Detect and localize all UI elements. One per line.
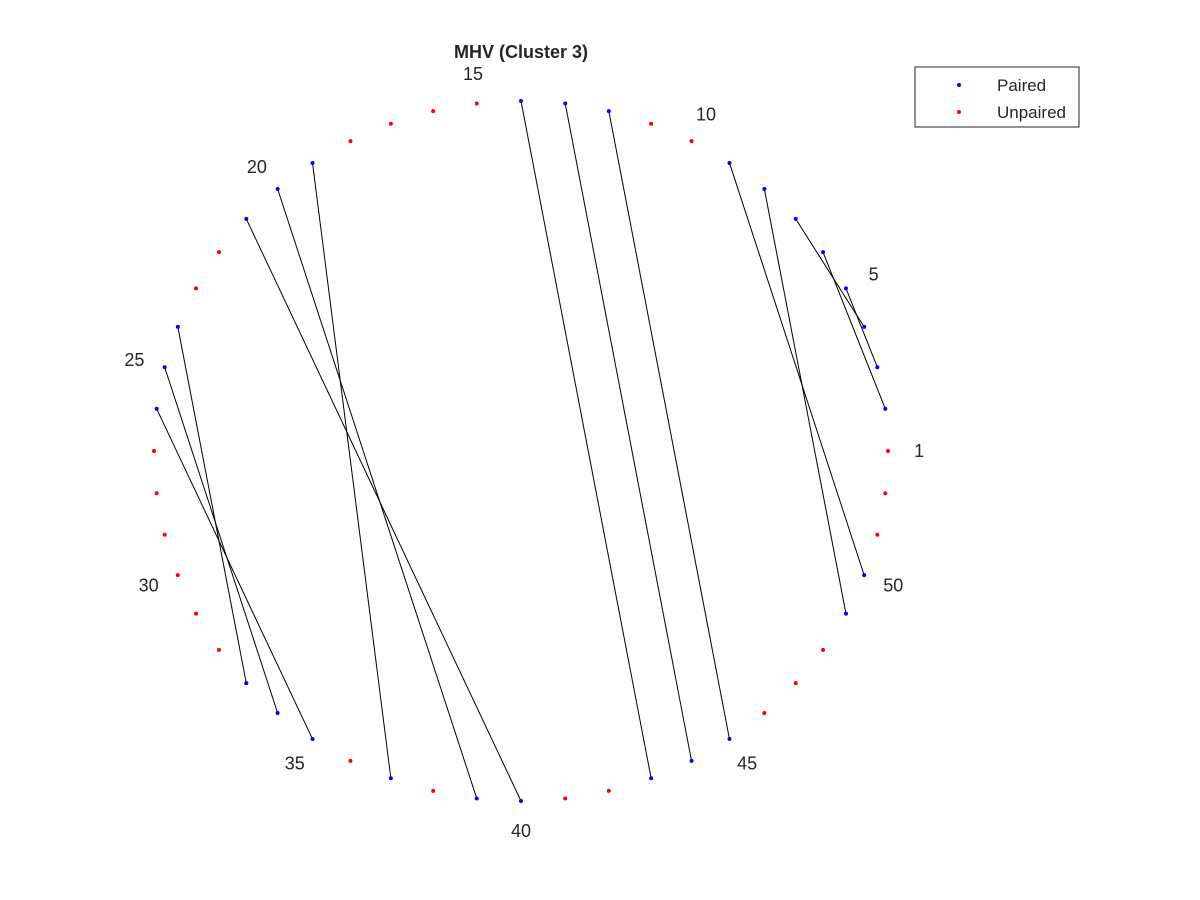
paired-dot-26	[154, 406, 159, 411]
paired-dot-7	[793, 216, 798, 221]
unpaired-dot-11	[649, 121, 654, 126]
position-label-30: 30	[139, 576, 159, 596]
pair-line-13-44	[564, 103, 693, 762]
unpaired-dot-41	[563, 796, 568, 801]
position-label-5: 5	[869, 265, 879, 285]
unpaired-dot-29	[162, 532, 167, 537]
paired-dot-8	[762, 187, 767, 192]
unpaired-dot-15	[474, 101, 479, 106]
paired-dot-50	[862, 573, 867, 578]
unpaired-dot-47	[793, 681, 798, 686]
unpaired-dot-17	[388, 121, 393, 126]
unpaired-dot-27	[152, 449, 156, 453]
paired-dot-9	[727, 160, 732, 165]
legend-box	[914, 66, 1080, 128]
paired-dot-33	[244, 681, 249, 686]
paired-dot-13	[563, 101, 568, 106]
paired-dot-3	[875, 365, 880, 370]
position-label-45: 45	[737, 754, 757, 774]
position-label-40: 40	[511, 821, 531, 841]
pair-line-8-49	[763, 188, 847, 614]
paired-dot-35	[310, 737, 315, 742]
paired-dot-12	[606, 109, 611, 114]
paired-dot-6	[821, 250, 826, 255]
position-label-20: 20	[247, 157, 267, 177]
pair-line-14-43	[520, 100, 652, 779]
pair-line-19-37	[312, 162, 392, 779]
legend: Paired Unpaired	[914, 66, 1080, 128]
paired-dot-43	[649, 776, 654, 781]
paired-dot-25	[162, 365, 167, 370]
pair-line-24-33	[177, 326, 247, 684]
unpaired-dot-51	[875, 532, 880, 537]
paired-dot-49	[843, 611, 848, 616]
chart-title: MHV (Cluster 3)	[454, 42, 588, 62]
legend-unpaired-marker	[957, 110, 961, 114]
unpaired-dot-10	[689, 139, 694, 144]
paired-dot-5	[843, 286, 848, 291]
unpaired-dot-48	[821, 647, 826, 652]
pair-line-12-45	[608, 111, 730, 740]
pair-line-25-34	[164, 367, 279, 714]
legend-paired-label: Paired	[997, 76, 1046, 95]
position-label-1: 1	[914, 441, 924, 461]
unpaired-dot-52	[883, 491, 888, 496]
paired-dot-40	[519, 799, 523, 803]
paired-dot-20	[275, 187, 280, 192]
unpaired-dot-18	[348, 139, 353, 144]
paired-dot-19	[310, 160, 315, 165]
pair-line-26-35	[156, 408, 313, 740]
position-label-15: 15	[463, 64, 483, 84]
pair-line-3-5	[845, 288, 878, 368]
paired-dot-14	[519, 99, 523, 103]
unpaired-dot-42	[606, 788, 611, 793]
paired-dot-4	[862, 324, 867, 329]
paired-dot-37	[388, 776, 393, 781]
position-label-35: 35	[285, 754, 305, 774]
position-label-25: 25	[124, 350, 144, 370]
unpaired-dot-1	[886, 449, 890, 453]
pair-lines	[156, 100, 886, 802]
paired-dot-2	[883, 406, 888, 411]
position-label-50: 50	[883, 576, 903, 596]
paired-dot-24	[175, 324, 180, 329]
paired-dot-45	[727, 737, 732, 742]
unpaired-dot-36	[348, 758, 353, 763]
unpaired-dot-16	[431, 109, 436, 114]
unpaired-dot-46	[762, 710, 767, 715]
pair-line-20-39	[277, 188, 478, 799]
legend-paired-marker	[957, 83, 961, 87]
unpaired-dot-23	[194, 286, 199, 291]
position-label-10: 10	[696, 105, 716, 125]
paired-dot-21	[244, 216, 249, 221]
nucleotide-dots	[152, 99, 890, 803]
unpaired-dot-22	[216, 250, 221, 255]
paired-dot-39	[474, 796, 479, 801]
pair-line-21-40	[245, 218, 522, 802]
legend-unpaired-label: Unpaired	[997, 103, 1066, 122]
unpaired-dot-31	[194, 611, 199, 616]
pair-line-9-50	[729, 162, 865, 576]
unpaired-dot-32	[216, 647, 221, 652]
paired-dot-34	[275, 710, 280, 715]
unpaired-dot-28	[154, 491, 159, 496]
pair-line-4-7	[795, 218, 865, 328]
unpaired-dot-38	[431, 788, 436, 793]
unpaired-dot-30	[175, 573, 180, 578]
paired-dot-44	[689, 758, 694, 763]
